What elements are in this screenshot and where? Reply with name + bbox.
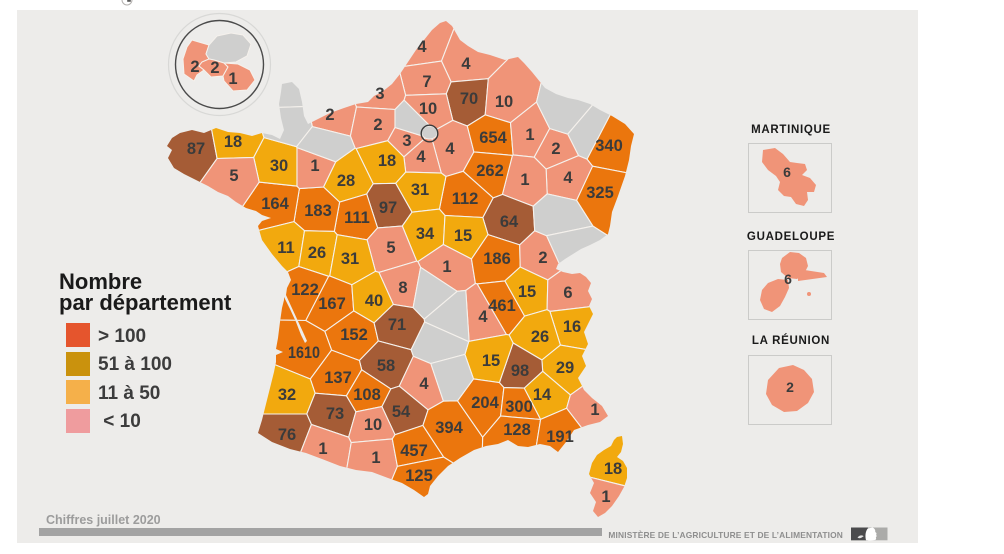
svg-text:3: 3: [402, 132, 411, 150]
svg-text:6: 6: [563, 284, 572, 302]
svg-text:152: 152: [340, 326, 368, 344]
svg-text:4: 4: [416, 148, 426, 166]
svg-text:71: 71: [388, 316, 406, 334]
svg-text:394: 394: [435, 419, 463, 437]
svg-text:18: 18: [378, 152, 396, 170]
svg-text:183: 183: [304, 202, 332, 220]
svg-text:15: 15: [482, 352, 500, 370]
svg-text:30: 30: [270, 157, 288, 175]
svg-text:1610: 1610: [288, 344, 320, 362]
svg-text:4: 4: [478, 308, 488, 326]
svg-text:2: 2: [786, 379, 794, 395]
svg-text:137: 137: [324, 369, 352, 387]
svg-text:34: 34: [416, 225, 435, 243]
svg-text:1: 1: [601, 488, 610, 506]
svg-text:300: 300: [505, 398, 533, 416]
svg-text:18: 18: [224, 133, 242, 151]
svg-text:262: 262: [476, 162, 504, 180]
svg-text:461: 461: [488, 297, 516, 315]
svg-text:10: 10: [495, 93, 513, 111]
svg-text:457: 457: [400, 442, 428, 460]
svg-text:122: 122: [291, 281, 319, 299]
svg-text:7: 7: [422, 73, 431, 91]
svg-text:2: 2: [190, 58, 199, 76]
svg-text:32: 32: [278, 386, 296, 404]
svg-text:1: 1: [228, 70, 237, 88]
svg-text:2: 2: [538, 249, 547, 267]
svg-text:191: 191: [546, 428, 574, 446]
svg-text:4: 4: [419, 375, 429, 393]
svg-text:26: 26: [531, 328, 549, 346]
svg-text:87: 87: [187, 140, 205, 158]
svg-text:125: 125: [405, 467, 433, 485]
svg-text:64: 64: [500, 213, 519, 231]
svg-text:112: 112: [452, 190, 479, 208]
svg-text:4: 4: [563, 169, 573, 187]
svg-text:14: 14: [533, 386, 552, 404]
svg-text:1: 1: [590, 401, 599, 419]
svg-text:5: 5: [229, 167, 238, 185]
svg-text:16: 16: [563, 318, 581, 336]
svg-text:1: 1: [310, 157, 319, 175]
svg-text:3: 3: [375, 85, 384, 103]
svg-text:98: 98: [511, 362, 529, 380]
svg-text:4: 4: [461, 55, 471, 73]
svg-text:6: 6: [783, 164, 791, 180]
svg-text:54: 54: [392, 403, 411, 421]
svg-text:2: 2: [210, 59, 219, 77]
svg-text:76: 76: [278, 426, 296, 444]
svg-text:108: 108: [353, 386, 381, 404]
svg-text:15: 15: [518, 283, 536, 301]
svg-text:128: 128: [503, 421, 531, 439]
svg-text:1: 1: [371, 449, 380, 467]
svg-text:28: 28: [337, 172, 355, 190]
svg-text:2: 2: [551, 140, 560, 158]
svg-text:325: 325: [586, 184, 614, 202]
svg-text:340: 340: [595, 137, 623, 155]
svg-text:97: 97: [379, 199, 397, 217]
svg-text:167: 167: [318, 295, 346, 313]
svg-text:70: 70: [460, 90, 478, 108]
svg-text:1: 1: [318, 440, 327, 458]
svg-text:4: 4: [417, 38, 427, 56]
svg-text:5: 5: [386, 239, 395, 257]
svg-text:186: 186: [483, 250, 511, 268]
svg-text:26: 26: [308, 244, 326, 262]
svg-text:29: 29: [556, 359, 574, 377]
svg-text:10: 10: [364, 416, 382, 434]
svg-text:8: 8: [398, 279, 407, 297]
svg-text:1: 1: [525, 126, 534, 144]
svg-text:31: 31: [341, 250, 359, 268]
svg-text:58: 58: [377, 357, 395, 375]
svg-text:204: 204: [471, 394, 499, 412]
svg-text:73: 73: [326, 405, 344, 423]
svg-text:654: 654: [479, 129, 507, 147]
svg-text:111: 111: [344, 209, 370, 227]
svg-text:2: 2: [325, 106, 334, 124]
svg-text:18: 18: [604, 460, 622, 478]
svg-text:4: 4: [445, 140, 455, 158]
svg-text:40: 40: [365, 292, 383, 310]
svg-text:10: 10: [419, 100, 437, 118]
svg-text:1: 1: [442, 258, 451, 276]
svg-text:164: 164: [261, 195, 289, 213]
svg-text:2: 2: [373, 116, 382, 134]
svg-text:1: 1: [520, 171, 529, 189]
svg-text:6: 6: [784, 271, 792, 287]
svg-text:31: 31: [411, 181, 429, 199]
svg-text:11: 11: [277, 239, 294, 257]
svg-text:15: 15: [454, 227, 472, 245]
